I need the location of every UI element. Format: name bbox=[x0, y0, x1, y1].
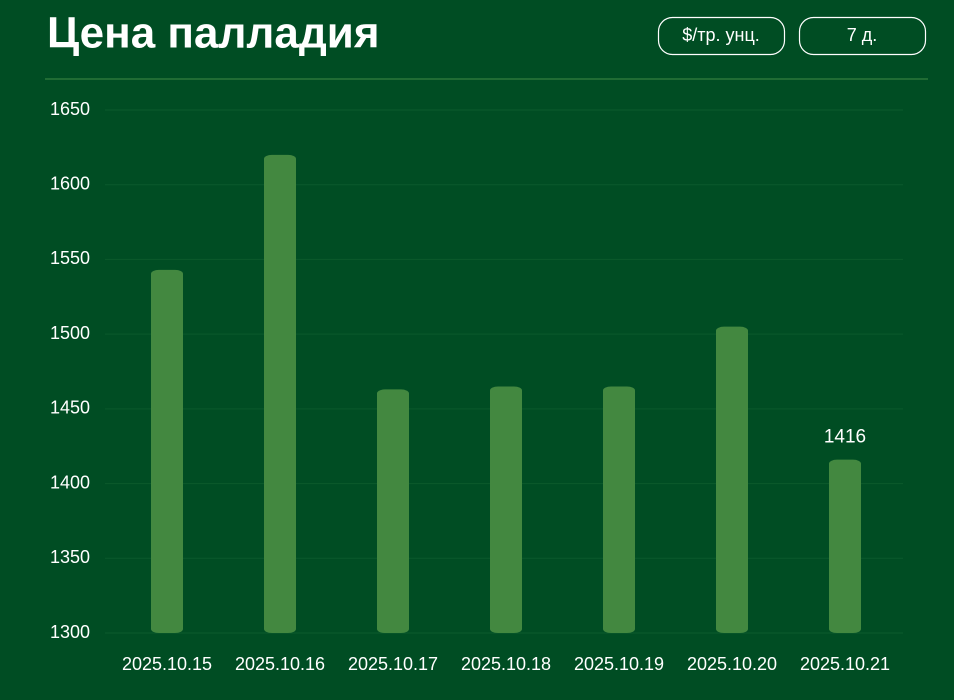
y-tick-label: 1300 bbox=[50, 622, 90, 642]
bar bbox=[603, 386, 635, 633]
x-tick-label: 2025.10.15 bbox=[122, 654, 212, 674]
chart-title: Цена палладия bbox=[47, 9, 380, 58]
x-tick-label: 2025.10.18 bbox=[461, 654, 551, 674]
y-tick-label: 1350 bbox=[50, 547, 90, 567]
y-tick-label: 1600 bbox=[50, 173, 90, 193]
x-tick-label: 2025.10.21 bbox=[800, 654, 890, 674]
bar bbox=[716, 326, 748, 633]
y-tick-label: 1500 bbox=[50, 323, 90, 343]
x-tick-label: 2025.10.16 bbox=[235, 654, 325, 674]
x-tick-label: 2025.10.17 bbox=[348, 654, 438, 674]
y-tick-label: 1450 bbox=[50, 398, 90, 418]
unit-button-label[interactable]: $/тр. унц. bbox=[682, 25, 760, 45]
data-label: 1416 bbox=[824, 427, 866, 448]
bar bbox=[829, 459, 861, 633]
bar bbox=[490, 386, 522, 633]
bar bbox=[151, 269, 183, 633]
y-tick-label: 1550 bbox=[50, 248, 90, 268]
x-tick-label: 2025.10.19 bbox=[574, 654, 664, 674]
period-button-label[interactable]: 7 д. bbox=[847, 25, 878, 45]
x-tick-label: 2025.10.20 bbox=[687, 654, 777, 674]
bar bbox=[377, 389, 409, 633]
bar bbox=[264, 154, 296, 634]
y-tick-label: 1650 bbox=[50, 99, 90, 119]
y-tick-label: 1400 bbox=[50, 472, 90, 492]
unit-button[interactable] bbox=[657, 16, 786, 56]
period-button[interactable] bbox=[798, 16, 927, 56]
